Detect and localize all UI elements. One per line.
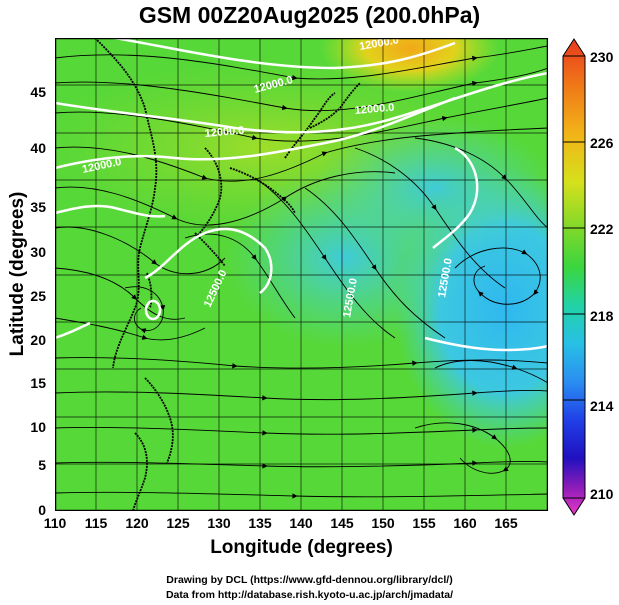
streamlines [55,45,548,499]
height-contours [55,38,548,352]
y-tick-label: 5 [38,457,46,473]
x-tick-label: 145 [330,515,354,531]
x-tick-label: 160 [453,515,477,531]
y-tick-label: 0 [38,502,46,518]
x-tick-label: 110 [43,515,67,531]
credit-data: Data from http://database.rish.kyoto-u.a… [165,589,454,601]
x-tick-label: 130 [207,515,231,531]
colorbar-tick-label: 210 [590,486,614,502]
x-tick-label: 155 [412,515,436,531]
credit-drawing: Drawing by DCL (https://www.gfd-dennou.o… [166,574,453,586]
x-tick-label: 125 [166,515,190,531]
contour-label: 12000.0 [354,102,395,117]
map-plot-area: 12000.0 12000.0 12000.0 12000.0 12000.0 … [55,38,548,511]
x-axis-label: Longitude (degrees) [210,537,393,558]
x-tick-label: 165 [494,515,518,531]
y-tick-label: 25 [30,288,46,304]
x-tick-label: 135 [248,515,272,531]
y-axis-label: Latitude (degrees) [7,191,28,357]
field-cool-ne [315,118,548,258]
x-tick-label: 120 [125,515,149,531]
x-tick-label: 140 [289,515,313,531]
chart-title: GSM 00Z20Aug2025 (200.0hPa) [138,2,481,28]
colorbar-tick-label: 230 [590,49,614,65]
y-tick-label: 15 [30,375,46,391]
y-tick-label: 45 [30,84,46,100]
x-tick-label: 150 [371,515,395,531]
coastlines [94,38,361,511]
plot-frame [55,38,548,511]
contour-label: 12000.0 [204,125,245,140]
y-tick-label: 30 [30,244,46,260]
colorbar-tick-label: 226 [590,135,614,151]
y-tick-label: 20 [30,332,46,348]
y-tick-label: 40 [30,140,46,156]
typhoon-contour [144,299,162,321]
colorbar-tick-label: 218 [590,308,614,324]
colorbar-body [562,38,586,516]
colorbar-tick-label: 214 [590,398,614,414]
colorbar [562,38,586,523]
y-tick-label: 10 [30,419,46,435]
x-tick-label: 115 [84,515,108,531]
colorbar-tick-label: 222 [590,221,614,237]
y-tick-label: 35 [30,199,46,215]
